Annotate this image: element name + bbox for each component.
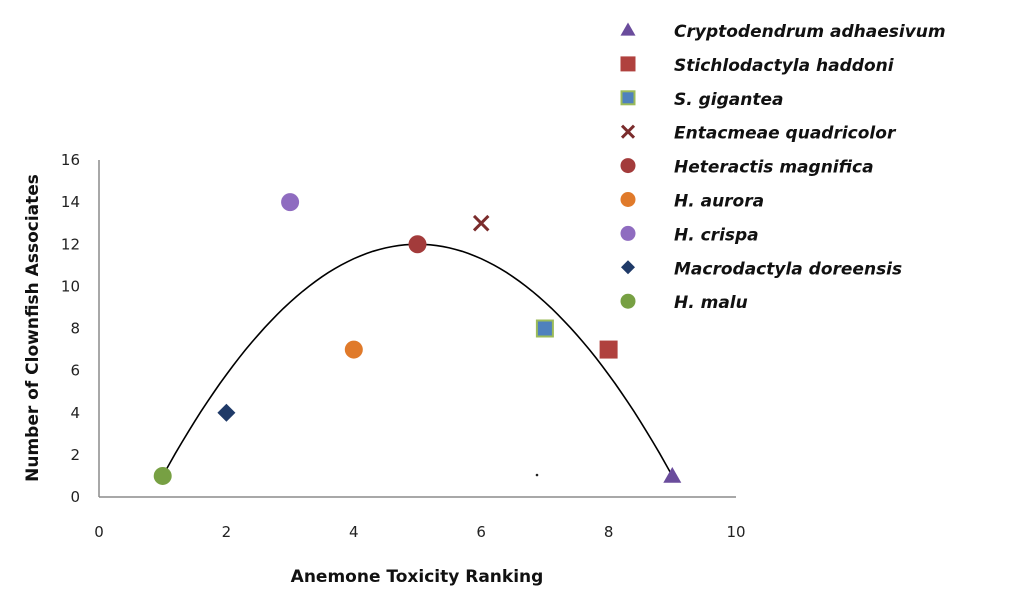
data-points bbox=[153, 193, 682, 485]
y-axis-title: Number of Clownfish Associates bbox=[23, 174, 43, 482]
legend-label: Entacmeae quadricolor bbox=[674, 124, 897, 144]
legend-label: Stichlodactyla haddoni bbox=[674, 56, 895, 76]
data-point bbox=[344, 340, 363, 359]
data-point bbox=[281, 193, 300, 212]
y-tick-label: 8 bbox=[70, 320, 80, 338]
legend-label: Cryptodendrum adhaesivum bbox=[674, 22, 946, 42]
x-tick-labels: 0 2 4 6 8 10 bbox=[94, 523, 745, 541]
x-tick-label: 6 bbox=[476, 523, 486, 541]
data-point bbox=[472, 214, 490, 232]
legend-label: Heteractis magnifica bbox=[674, 158, 874, 178]
y-tick-label: 14 bbox=[61, 193, 80, 211]
data-point bbox=[408, 235, 427, 254]
y-tick-labels: 0 2 4 6 8 10 12 14 16 bbox=[61, 151, 80, 506]
data-point bbox=[153, 466, 172, 485]
y-tick-label: 4 bbox=[70, 404, 80, 422]
legend-marker bbox=[620, 56, 636, 72]
legend-marker bbox=[620, 192, 636, 207]
y-tick-label: 2 bbox=[70, 446, 80, 464]
data-point bbox=[599, 340, 618, 359]
legend-label: H. crispa bbox=[674, 225, 759, 245]
trendline bbox=[162, 243, 673, 477]
legend-marker bbox=[620, 158, 636, 174]
x-tick-label: 0 bbox=[94, 523, 104, 541]
stray-dot bbox=[535, 473, 539, 477]
legend-marker bbox=[620, 90, 636, 106]
x-tick-label: 8 bbox=[604, 523, 614, 541]
x-axis-title: Anemone Toxicity Ranking bbox=[291, 567, 544, 587]
data-point bbox=[217, 403, 236, 422]
legend-marker bbox=[620, 225, 636, 241]
x-tick-label: 4 bbox=[349, 523, 359, 541]
legend-marker bbox=[620, 22, 636, 36]
legend-label: H. malu bbox=[674, 293, 748, 313]
legend-label: H. aurora bbox=[674, 192, 764, 212]
x-tick-label: 2 bbox=[222, 523, 232, 541]
data-point bbox=[535, 319, 554, 338]
data-point bbox=[663, 466, 682, 483]
legend-marker bbox=[620, 124, 636, 139]
legend-marker bbox=[620, 293, 636, 309]
y-tick-label: 10 bbox=[61, 277, 80, 295]
legend-label: Macrodactyla doreensis bbox=[674, 259, 902, 279]
y-tick-label: 16 bbox=[61, 151, 80, 169]
axes bbox=[98, 160, 736, 498]
legend: Cryptodendrum adhaesivum Stichlodactyla h… bbox=[620, 22, 946, 313]
x-tick-label: 10 bbox=[726, 523, 745, 541]
y-tick-label: 12 bbox=[61, 235, 80, 253]
y-tick-label: 0 bbox=[70, 488, 80, 506]
y-tick-label: 6 bbox=[70, 362, 80, 380]
legend-marker bbox=[621, 260, 635, 275]
legend-label: S. gigantea bbox=[674, 90, 784, 110]
